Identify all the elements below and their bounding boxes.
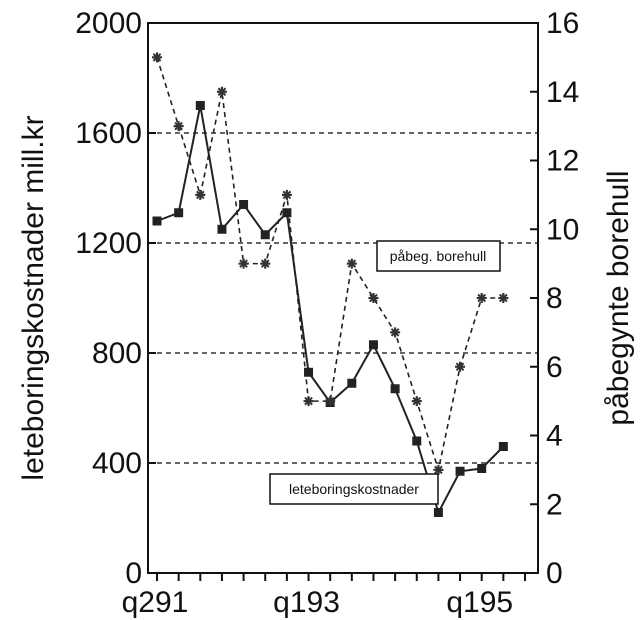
data-point	[217, 224, 227, 234]
y2-tick-label: 16	[546, 7, 579, 40]
data-point	[195, 189, 206, 200]
data-point	[282, 208, 292, 218]
y-tick-label: 1600	[75, 117, 142, 150]
data-point	[498, 293, 509, 303]
data-point	[260, 230, 270, 240]
y2-tick-label: 8	[546, 282, 563, 315]
data-point	[347, 378, 357, 388]
data-point	[260, 258, 271, 269]
data-point	[239, 200, 249, 209]
data-point	[216, 86, 227, 97]
series-line	[156, 57, 504, 474]
data-point	[303, 396, 314, 407]
data-point	[152, 52, 162, 63]
y2-axis-title: påbegynte borehull	[602, 170, 635, 425]
y-axis-title: leteboringskostnader mill.kr	[17, 115, 50, 480]
data-point	[390, 384, 400, 394]
data-point	[281, 189, 292, 200]
data-point	[455, 361, 466, 372]
y2-tick-label: 10	[546, 213, 579, 246]
data-point	[433, 464, 444, 475]
y2-tick-label: 12	[546, 145, 579, 178]
y-axis-right: 0 2 4 6 8 10 12 14 16	[530, 7, 579, 590]
data-point	[173, 121, 184, 132]
x-tick-label: q291	[122, 586, 189, 619]
y-tick-label: 800	[92, 337, 142, 370]
y-tick-label: 1200	[75, 227, 142, 260]
annotation-leteboringskostnader: leteboringskostnader	[269, 473, 439, 505]
series-pabeg-borehull	[152, 52, 509, 475]
data-point	[477, 464, 487, 473]
y2-tick-label: 4	[546, 420, 563, 453]
y2-tick-label: 0	[546, 557, 563, 590]
data-point	[433, 508, 443, 517]
y2-tick-label: 6	[546, 351, 563, 384]
x-tick-label: q195	[446, 586, 513, 619]
data-point	[325, 396, 336, 407]
data-point	[152, 216, 162, 226]
series-line	[156, 105, 505, 516]
data-point	[238, 258, 249, 269]
data-point	[346, 258, 357, 269]
data-point	[195, 101, 205, 110]
data-point	[476, 293, 487, 303]
x-tick-label: q193	[273, 586, 340, 619]
data-point	[368, 293, 379, 303]
data-point	[304, 367, 314, 377]
y2-tick-label: 2	[546, 488, 563, 521]
annotation-label: leteboringskostnader	[289, 481, 419, 497]
data-point	[390, 327, 401, 338]
x-axis-ticks: q291 q193 q195	[122, 573, 526, 619]
data-point	[368, 340, 378, 350]
annotation-pabeg-borehull: påbeg. borehull	[376, 240, 501, 272]
data-point	[498, 442, 508, 451]
data-point	[412, 436, 422, 446]
data-point	[411, 396, 422, 407]
y-tick-label: 2000	[75, 7, 142, 40]
y-tick-label: 400	[92, 447, 142, 480]
series-leteboringskostnader	[152, 101, 508, 517]
data-point	[174, 208, 184, 218]
y-axis-left: 0 400 800 1200 1600 2000	[75, 7, 156, 590]
y2-tick-label: 14	[546, 76, 579, 109]
annotation-label: påbeg. borehull	[390, 248, 487, 264]
data-point	[455, 466, 465, 476]
y-tick-label: 0	[125, 557, 142, 590]
